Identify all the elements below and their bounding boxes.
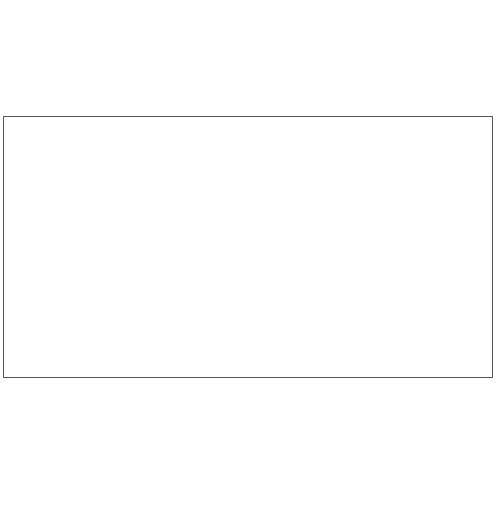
figure-frame (3, 116, 493, 378)
